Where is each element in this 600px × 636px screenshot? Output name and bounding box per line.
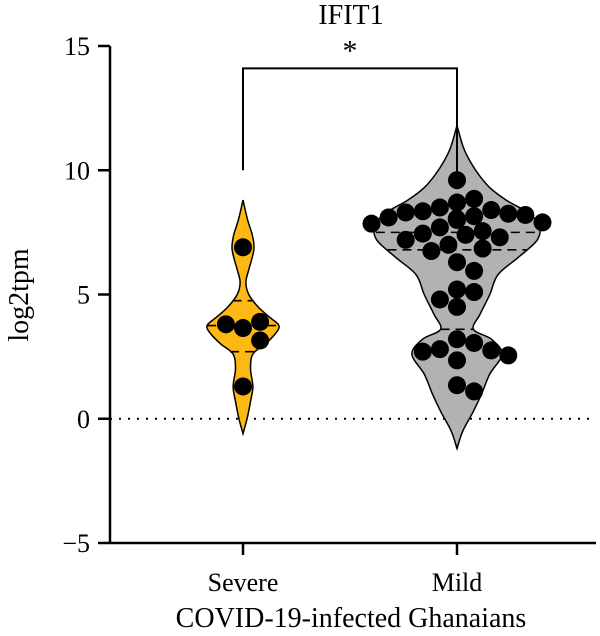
plot-area: −5 0 5 10 15 Severe Mild * — [62, 32, 596, 597]
data-point — [448, 210, 466, 228]
x-axis-label: COVID-19-infected Ghanaians — [176, 603, 527, 634]
data-point — [414, 202, 432, 220]
data-point — [448, 253, 466, 271]
data-point — [534, 213, 552, 231]
data-point — [516, 206, 534, 224]
data-point — [491, 228, 509, 246]
data-point — [234, 319, 252, 337]
data-point — [414, 225, 432, 243]
data-point — [457, 226, 475, 244]
data-point — [234, 238, 252, 256]
significance-label: * — [343, 34, 358, 67]
data-point — [465, 283, 483, 301]
data-point — [474, 240, 492, 258]
x-tick-label-mild: Mild — [432, 568, 483, 597]
data-point — [414, 343, 432, 361]
y-tick-label: −5 — [62, 529, 90, 558]
data-point — [448, 330, 466, 348]
data-point — [251, 313, 269, 331]
data-point — [448, 351, 466, 369]
y-tick-label: 0 — [77, 405, 90, 434]
y-tick-label: 5 — [77, 281, 90, 310]
data-point — [439, 236, 457, 254]
data-point — [397, 203, 415, 221]
data-point — [448, 298, 466, 316]
data-point — [482, 201, 500, 219]
x-tick-label-severe: Severe — [208, 568, 279, 597]
significance-bracket — [243, 68, 457, 178]
y-tick-label: 10 — [64, 156, 90, 185]
data-point — [448, 194, 466, 212]
data-point — [251, 331, 269, 349]
chart-title: IFIT1 — [318, 0, 383, 31]
data-point — [431, 290, 449, 308]
y-tick-label: 15 — [64, 32, 90, 61]
data-point — [234, 377, 252, 395]
data-point — [431, 199, 449, 217]
data-point — [397, 231, 415, 249]
data-point — [431, 340, 449, 358]
data-point — [448, 281, 466, 299]
data-point — [431, 218, 449, 236]
data-point — [363, 215, 381, 233]
data-point — [499, 346, 517, 364]
data-point — [217, 315, 235, 333]
violin-severe — [207, 200, 279, 434]
data-point — [465, 334, 483, 352]
data-point — [465, 382, 483, 400]
data-point — [380, 208, 398, 226]
data-point — [482, 341, 500, 359]
data-point — [474, 222, 492, 240]
data-point — [465, 262, 483, 280]
data-point — [448, 376, 466, 394]
data-point — [422, 242, 440, 260]
data-point — [499, 205, 517, 223]
data-point — [465, 190, 483, 208]
y-axis-label: log2tpm — [4, 248, 35, 342]
